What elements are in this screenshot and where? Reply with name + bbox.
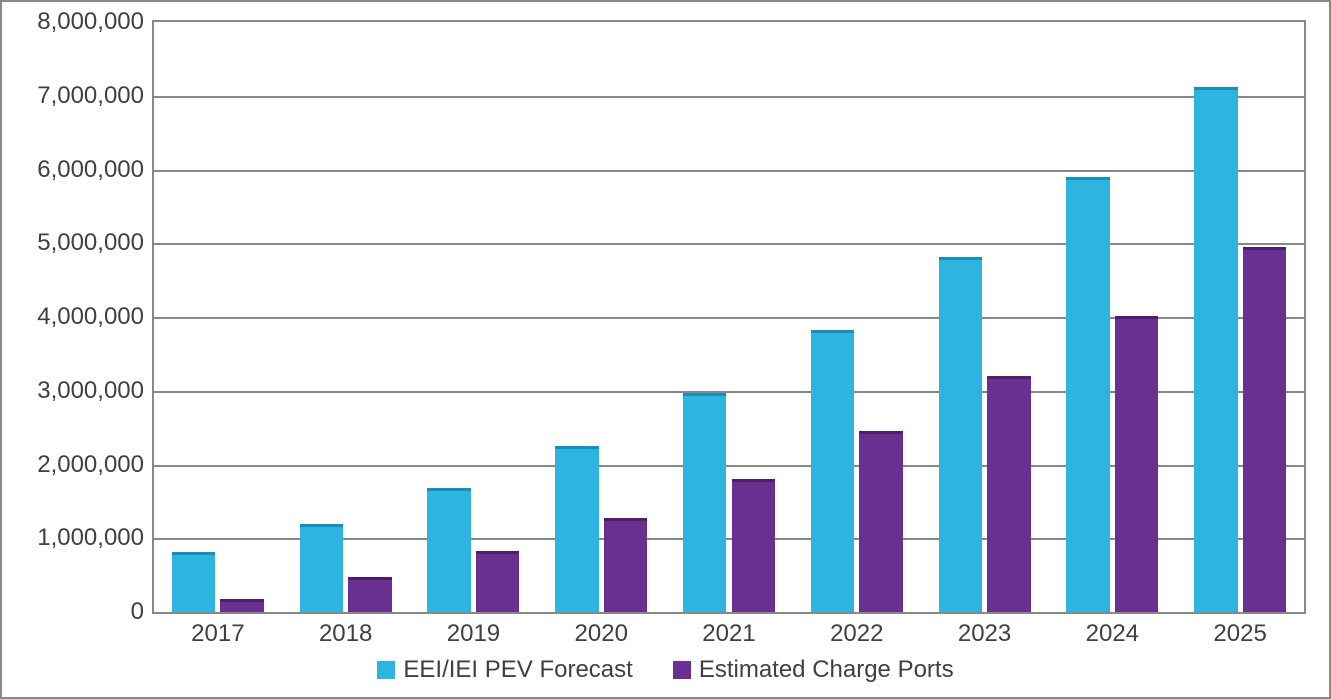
legend-swatch: [673, 661, 691, 679]
bar: [1194, 87, 1237, 612]
bar: [1066, 177, 1109, 612]
gridline: [154, 243, 1304, 245]
bar: [476, 551, 519, 612]
legend-label: Estimated Charge Ports: [699, 656, 954, 684]
x-tick-label: 2025: [1213, 612, 1266, 648]
x-tick-label: 2021: [702, 612, 755, 648]
legend-swatch: [377, 661, 395, 679]
gridline: [154, 170, 1304, 172]
bar: [1243, 247, 1286, 612]
bar-top-highlight: [732, 479, 775, 482]
bar-top-highlight: [859, 431, 902, 434]
y-tick-label: 0: [131, 598, 154, 626]
bar: [300, 524, 343, 613]
gridline: [154, 96, 1304, 98]
bar: [811, 330, 854, 612]
x-tick-label: 2018: [319, 612, 372, 648]
y-tick-label: 7,000,000: [37, 82, 154, 110]
bar-top-highlight: [427, 488, 470, 491]
bar-top-highlight: [1066, 177, 1109, 180]
bar: [1115, 316, 1158, 612]
y-tick-label: 8,000,000: [37, 8, 154, 36]
legend-item: Estimated Charge Ports: [673, 656, 954, 684]
bar-top-highlight: [476, 551, 519, 554]
y-tick-label: 2,000,000: [37, 451, 154, 479]
plot-area: 01,000,0002,000,0003,000,0004,000,0005,0…: [152, 20, 1306, 614]
y-tick-label: 5,000,000: [37, 229, 154, 257]
bar-top-highlight: [220, 599, 263, 602]
bar: [604, 518, 647, 612]
y-tick-label: 1,000,000: [37, 524, 154, 552]
bar-top-highlight: [811, 330, 854, 333]
x-tick-label: 2020: [575, 612, 628, 648]
bar-top-highlight: [555, 446, 598, 449]
bar: [555, 446, 598, 612]
x-tick-label: 2022: [830, 612, 883, 648]
y-tick-label: 3,000,000: [37, 377, 154, 405]
bar: [427, 488, 470, 612]
legend-item: EEI/IEI PEV Forecast: [377, 656, 632, 684]
bar: [220, 599, 263, 612]
bar-top-highlight: [939, 257, 982, 260]
bar: [939, 257, 982, 612]
bar-top-highlight: [604, 518, 647, 521]
bar: [683, 393, 726, 612]
x-tick-label: 2023: [958, 612, 1011, 648]
x-tick-label: 2024: [1086, 612, 1139, 648]
y-tick-label: 4,000,000: [37, 303, 154, 331]
bar-top-highlight: [348, 577, 391, 580]
legend: EEI/IEI PEV Forecast Estimated Charge Por…: [2, 656, 1329, 684]
bar: [732, 479, 775, 612]
bar-top-highlight: [1115, 316, 1158, 319]
bar-top-highlight: [172, 552, 215, 555]
bar-top-highlight: [987, 376, 1030, 379]
bar: [172, 552, 215, 612]
bar: [859, 431, 902, 612]
bar: [348, 577, 391, 612]
chart-frame: 0 1,000,000 2,000,000 3,000,000 4,000,000 5,0…: [0, 0, 1331, 699]
x-tick-label: 2019: [447, 612, 500, 648]
bar-top-highlight: [683, 393, 726, 396]
bar: [987, 376, 1030, 612]
bar-top-highlight: [1243, 247, 1286, 250]
x-tick-label: 2017: [191, 612, 244, 648]
legend-label: EEI/IEI PEV Forecast: [403, 656, 632, 684]
bar-top-highlight: [1194, 87, 1237, 90]
bar-top-highlight: [300, 524, 343, 527]
y-tick-label: 6,000,000: [37, 156, 154, 184]
